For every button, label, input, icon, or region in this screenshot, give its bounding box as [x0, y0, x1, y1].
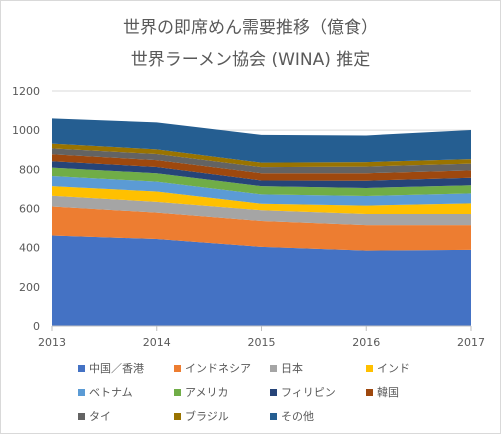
legend-item: 中国／香港	[78, 360, 174, 376]
area-series-2	[52, 195, 471, 226]
area-series-1	[52, 206, 471, 251]
legend-item: タイ	[78, 408, 174, 424]
legend-swatch	[270, 364, 277, 372]
legend-swatch	[366, 364, 373, 372]
area-series-6	[52, 161, 471, 188]
x-tick-label: 2016	[352, 336, 380, 349]
x-tick-label: 2014	[143, 336, 171, 349]
legend-label: ベトナム	[89, 386, 133, 399]
area-series-3	[52, 186, 471, 214]
y-tick-label: 400	[19, 242, 40, 255]
y-tick-label: 800	[19, 163, 40, 176]
legend-item: 韓国	[366, 384, 462, 400]
legend-item: フィリピン	[270, 384, 366, 400]
area-series-0	[52, 235, 471, 326]
legend-label: 韓国	[377, 386, 399, 399]
y-tick-label: 600	[19, 203, 40, 216]
area-series-5	[52, 167, 471, 196]
area-series-10	[52, 118, 471, 163]
legend-label: タイ	[89, 410, 111, 423]
legend-label: 中国／香港	[89, 362, 144, 375]
legend-item: 日本	[270, 360, 366, 376]
chart-subtitle: 世界ラーメン協会 (WINA) 推定	[130, 50, 371, 70]
y-tick-label: 1000	[12, 124, 40, 137]
legend-swatch	[78, 388, 85, 396]
legend-swatch	[78, 412, 85, 420]
legend-swatch	[174, 364, 181, 372]
legend-label: フィリピン	[281, 386, 336, 399]
chart-legend: 中国／香港 インドネシア 日本 インドベトナム アメリカ フィリピン 韓国タイ ブラジル その他	[78, 360, 468, 424]
legend-swatch	[270, 388, 277, 396]
y-tick-label: 0	[33, 320, 40, 333]
y-tick-label: 1200	[12, 85, 40, 98]
legend-swatch	[78, 364, 85, 372]
legend-item: アメリカ	[174, 384, 270, 400]
x-tick-label: 2013	[38, 336, 66, 349]
legend-swatch	[174, 388, 181, 396]
legend-label: インドネシア	[185, 362, 251, 375]
legend-swatch	[174, 412, 181, 420]
chart-title: 世界の即席めん需要推移（億食）	[123, 18, 378, 38]
legend-label: アメリカ	[185, 386, 229, 399]
legend-label: その他	[281, 410, 314, 423]
x-tick-label: 2015	[248, 336, 276, 349]
legend-swatch	[366, 388, 373, 396]
legend-label: ブラジル	[185, 410, 229, 423]
legend-item: インド	[366, 360, 462, 376]
area-series-9	[52, 143, 471, 168]
y-tick-label: 200	[19, 281, 40, 294]
area-series-7	[52, 154, 471, 181]
legend-item: インドネシア	[174, 360, 270, 376]
legend-swatch	[270, 412, 277, 420]
legend-item: ベトナム	[78, 384, 174, 400]
area-series-8	[52, 148, 471, 174]
legend-item: ブラジル	[174, 408, 270, 424]
x-tick-label: 2017	[457, 336, 485, 349]
legend-label: 日本	[281, 362, 303, 375]
legend-item: その他	[270, 408, 366, 424]
area-series-4	[52, 175, 471, 206]
legend-label: インド	[377, 362, 410, 375]
